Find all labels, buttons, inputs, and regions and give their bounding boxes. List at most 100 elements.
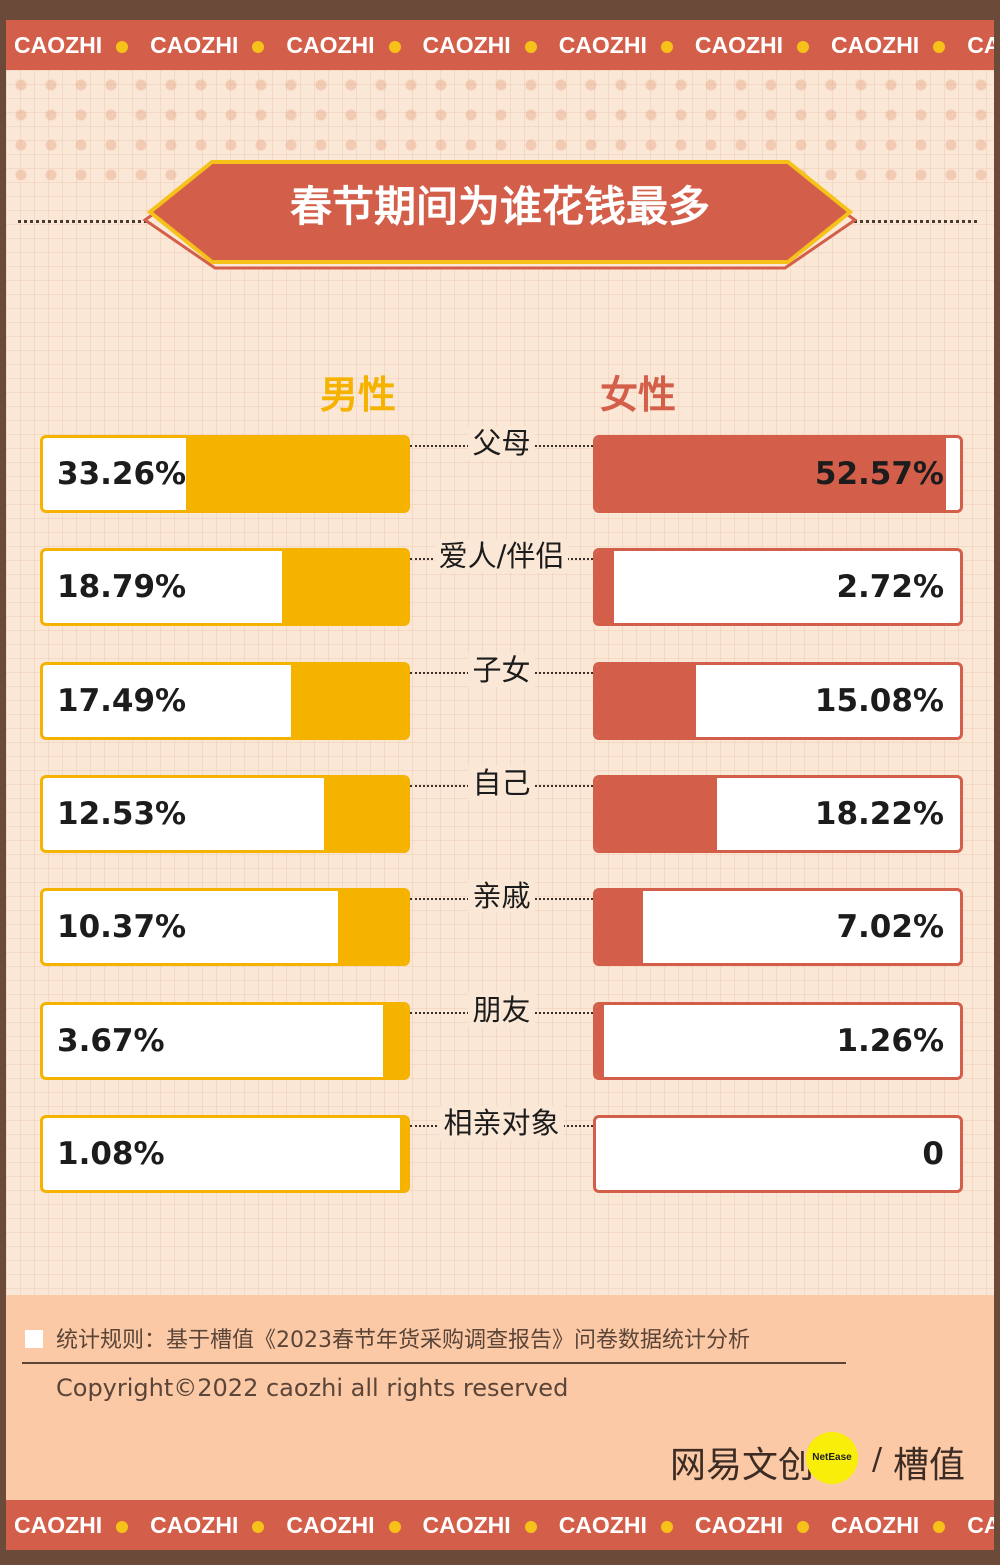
male-value-label: 33.26%: [57, 456, 187, 492]
brand-strip-text: CAOZHI: [831, 32, 920, 58]
category-label: 相亲对象: [410, 1106, 593, 1141]
category-label: 朋友: [410, 993, 593, 1028]
brand-strip-text: CAOZHI: [967, 1512, 994, 1538]
female-bar-fill: [596, 1005, 605, 1077]
male-bar-fill: [338, 891, 407, 963]
brand-strip-text: CAOZHI: [694, 32, 784, 58]
male-bar: 12.53%: [40, 775, 410, 853]
male-bar-fill: [185, 438, 407, 510]
title-dotline-right: [847, 220, 977, 223]
male-bar: 10.37%: [40, 888, 410, 966]
brand-strip-text: CAOZHI: [150, 32, 239, 58]
female-bar-fill: [596, 551, 615, 623]
category-label: 爱人/伴侣: [410, 539, 593, 574]
male-bar: 1.08%: [40, 1115, 410, 1193]
male-bar-fill: [399, 1118, 407, 1190]
male-bar: 17.49%: [40, 662, 410, 740]
copyright: Copyright©2022 caozhi all rights reserve…: [56, 1374, 569, 1402]
netease-logo-circle: NetEase: [806, 1432, 858, 1484]
brand-strip-text: CAOZHI: [558, 1512, 647, 1538]
category-text: 朋友: [468, 993, 535, 1027]
brand-strip-text: CAOZHI: [14, 1512, 103, 1538]
brand-strip-dot: [933, 40, 946, 53]
male-bar: 18.79%: [40, 548, 410, 626]
caozhi-logo-text: 槽值: [893, 1445, 966, 1486]
legend-male: 男性: [320, 373, 397, 417]
brand-strip-dot: [660, 1520, 673, 1533]
brand-strip-dot: [933, 1520, 946, 1533]
brand-strip-top: CAOZHI CAOZHI CAOZHI CAOZHI CAOZHI CAOZHI CAOZ…: [6, 20, 994, 70]
male-value-label: 17.49%: [57, 683, 187, 719]
title-hexagon: [142, 160, 858, 270]
female-bar-fill: [596, 778, 718, 850]
brand-strip-dot: [797, 40, 810, 53]
category-label: 子女: [410, 653, 593, 688]
category-text: 自己: [468, 766, 535, 800]
male-value-label: 18.79%: [57, 569, 187, 605]
male-bar-fill: [281, 551, 407, 623]
brand-strip-text: CAOZHI: [286, 1512, 375, 1538]
male-bar: 33.26%: [40, 435, 410, 513]
category-text: 亲戚: [468, 879, 535, 913]
female-bar: 52.57%: [593, 435, 963, 513]
logo-separator: /: [872, 1442, 883, 1477]
title-banner: 春节期间为谁花钱最多: [0, 0, 1000, 300]
brand-strip-text: CAOZHI: [150, 1512, 239, 1538]
brand-strip-dot: [388, 40, 401, 53]
brand-strip-text: CAOZHI: [422, 32, 511, 58]
netease-logo-text: 网易文创: [670, 1445, 815, 1486]
female-value-label: 2.72%: [836, 569, 944, 605]
brand-strip-text: CAOZHI: [14, 32, 103, 58]
brand-strip-dot: [116, 1520, 129, 1533]
category-text: 父母: [468, 426, 535, 460]
brand-strip-bottom: CAOZHI CAOZHI CAOZHI CAOZHI CAOZHI CAOZHI CAOZ…: [6, 1500, 994, 1550]
female-bar: 18.22%: [593, 775, 963, 853]
category-text: 爱人/伴侣: [434, 539, 569, 573]
female-value-label: 18.22%: [814, 796, 944, 832]
note-square-icon: [25, 1330, 43, 1348]
brand-strip-text: CAOZHI: [422, 1512, 511, 1538]
brand-strip-dot: [524, 40, 537, 53]
female-bar: 7.02%: [593, 888, 963, 966]
female-bar: 1.26%: [593, 1002, 963, 1080]
female-value-label: 1.26%: [836, 1023, 944, 1059]
category-label: 亲戚: [410, 879, 593, 914]
brand-strip-text: CAOZHI: [694, 1512, 784, 1538]
category-label: 自己: [410, 766, 593, 801]
female-value-label: 52.57%: [814, 456, 944, 492]
female-bar: 2.72%: [593, 548, 963, 626]
brand-strip-text: CAOZHI: [558, 32, 647, 58]
category-text: 子女: [468, 653, 535, 687]
female-bar-fill: [596, 665, 697, 737]
legend-female: 女性: [600, 373, 677, 417]
methodology-note: 统计规则：基于槽值《2023春节年货采购调查报告》问卷数据统计分析: [56, 1328, 750, 1353]
brand-strip-dot: [252, 40, 265, 53]
male-bar-fill: [323, 778, 407, 850]
brand-strip-dot: [116, 40, 129, 53]
category-label: 父母: [410, 426, 593, 461]
female-bar-fill: [596, 891, 643, 963]
male-bar: 3.67%: [40, 1002, 410, 1080]
brand-strip-text: CAOZHI: [286, 32, 375, 58]
male-value-label: 3.67%: [57, 1023, 165, 1059]
brand-strip-dot: [660, 40, 673, 53]
male-bar-fill: [382, 1005, 407, 1077]
brand-strip-text: CAOZHI: [831, 1512, 920, 1538]
male-value-label: 10.37%: [57, 909, 187, 945]
title-dotline-left: [18, 220, 153, 223]
brand-strip-dot: [524, 1520, 537, 1533]
brand-strip-dot: [797, 1520, 810, 1533]
note-underline: [22, 1362, 846, 1364]
chart-title: 春节期间为谁花钱最多: [289, 182, 710, 231]
brand-strip-dot: [388, 1520, 401, 1533]
brand-strip-text: CAOZHI: [967, 32, 994, 58]
female-bar: 15.08%: [593, 662, 963, 740]
male-value-label: 1.08%: [57, 1136, 165, 1172]
female-value-label: 7.02%: [836, 909, 944, 945]
female-value-label: 0: [922, 1136, 944, 1172]
male-bar-fill: [290, 665, 407, 737]
brand-strip-dot: [252, 1520, 265, 1533]
female-bar-fill: [596, 438, 946, 510]
male-value-label: 12.53%: [57, 796, 187, 832]
female-bar: 0: [593, 1115, 963, 1193]
